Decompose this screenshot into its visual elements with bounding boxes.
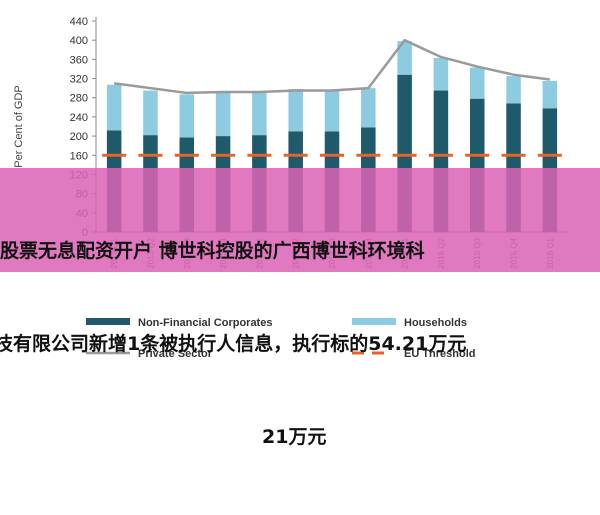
y-tick-label: 200 xyxy=(70,131,88,143)
bar-households xyxy=(324,91,340,132)
bar-households xyxy=(179,94,195,138)
chart-screenshot: 04080120160200240280320360400440Per Cent… xyxy=(0,16,600,448)
bar-households xyxy=(106,84,122,131)
y-tick-label: 160 xyxy=(70,150,88,162)
overlay-line-2: 技有限公司新增1条被执行人信息，执行标的54.21万元 xyxy=(0,333,467,355)
legend-label-eu-threshold: EU Threshold xyxy=(404,348,476,360)
y-axis-title: Per Cent of GDP xyxy=(13,85,25,168)
bar-households xyxy=(361,88,376,128)
bar-households xyxy=(143,90,158,136)
bar-households xyxy=(252,91,267,136)
line-private-sector xyxy=(113,38,551,95)
bar-households xyxy=(433,57,449,91)
bar-households xyxy=(542,80,558,109)
legend-swatch-households xyxy=(352,318,396,325)
legend-label-non-financial-corporates: Non-Financial Corporates xyxy=(138,317,272,329)
y-tick-label: 280 xyxy=(70,93,88,105)
bar-households xyxy=(215,92,231,137)
overlay-line-3: 21万元 xyxy=(262,426,327,448)
bar-households xyxy=(288,89,303,132)
bar-households xyxy=(506,76,521,104)
y-tick-label: 400 xyxy=(70,35,88,47)
y-tick-label: 320 xyxy=(70,74,88,86)
legend-label-households: Households xyxy=(404,317,467,329)
y-tick-label: 240 xyxy=(70,112,88,124)
news-overlay-banner: 股票无息配资开户 博世科控股的广西博世科环境科 技有限公司新增1条被执行人信息，… xyxy=(0,168,600,448)
bar-households xyxy=(469,67,485,99)
legend-label-private-sector: Private Sector xyxy=(138,348,213,360)
y-tick-label: 360 xyxy=(70,54,88,66)
overlay-line-1: 股票无息配资开户 博世科控股的广西博世科环境科 xyxy=(0,240,425,262)
overlay-text: 股票无息配资开户 博世科控股的广西博世科环境科 技有限公司新增1条被执行人信息，… xyxy=(0,174,600,515)
y-tick-label: 440 xyxy=(70,16,88,28)
legend-swatch-non-financial-corporates xyxy=(86,318,130,325)
bar-households xyxy=(397,41,412,75)
